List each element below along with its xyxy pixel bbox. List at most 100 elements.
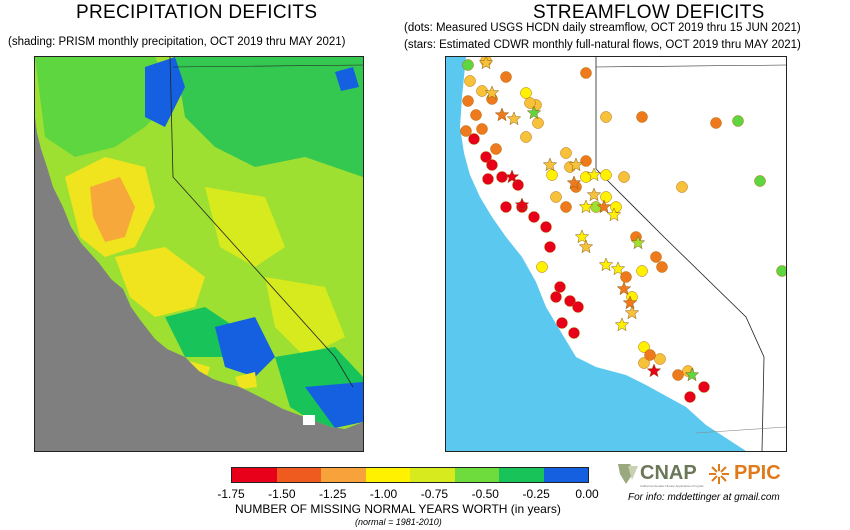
cdwr-star — [624, 305, 640, 320]
streamflow-dot — [550, 291, 562, 303]
colorbar-segment — [321, 468, 366, 482]
colorbar-segment — [454, 468, 499, 482]
gauge-markers — [460, 57, 786, 403]
streamflow-dot — [544, 241, 556, 253]
cdwr-star — [566, 175, 582, 190]
streamflow-dot — [460, 125, 472, 137]
streamflow-dot — [600, 111, 612, 123]
state-border — [595, 57, 765, 451]
streamflow-dot — [636, 265, 648, 277]
left-map-subtitle: (shading: PRISM monthly precipitation, O… — [8, 36, 346, 48]
streamflow-deficit-map — [445, 56, 787, 452]
cdwr-star — [586, 187, 602, 202]
cdwr-star — [478, 57, 494, 70]
streamflow-dot — [520, 87, 532, 99]
cdwr-star — [630, 235, 646, 250]
streamflow-dot — [550, 191, 562, 203]
cdwr-star — [610, 261, 626, 276]
streamflow-dot — [532, 117, 544, 129]
land — [460, 57, 786, 451]
streamflow-dot — [500, 201, 512, 213]
streamflow-dot — [520, 131, 532, 143]
cdwr-star — [504, 169, 520, 184]
colorbar-tick-label: -1.00 — [369, 487, 398, 501]
streamflow-dot — [500, 71, 512, 83]
cdwr-star — [616, 281, 632, 296]
streamflow-dot — [580, 155, 592, 167]
streamflow-dot — [486, 159, 498, 171]
streamflow-dot — [490, 143, 502, 155]
colorbar-tick-label: -1.25 — [319, 487, 347, 501]
cdwr-star — [684, 367, 700, 382]
cdwr-star — [484, 85, 500, 100]
streamflow-dot — [684, 391, 696, 403]
streamflow-dot — [470, 109, 482, 121]
streamflow-dot — [636, 111, 648, 123]
colorbar-segment — [232, 468, 277, 482]
streamflow-dot — [496, 171, 508, 183]
colorbar-segment — [365, 468, 410, 482]
streamflow-dot — [618, 171, 630, 183]
colorbar-segment — [410, 468, 455, 482]
streamflow-dot — [560, 201, 572, 213]
ppic-logo-text: PPIC — [734, 462, 781, 484]
streamflow-dot — [476, 123, 488, 135]
cdwr-star — [596, 199, 612, 214]
streamflow-dot — [482, 173, 494, 185]
streamflow-dot — [600, 169, 612, 181]
cdwr-star — [542, 157, 558, 172]
colorbar-note: (normal = 1981-2010) — [355, 517, 442, 527]
cdwr-star — [574, 229, 590, 244]
streamflow-dot — [610, 201, 622, 213]
streamflow-dot — [644, 349, 656, 361]
streamflow-dot — [580, 67, 592, 79]
cdwr-star — [578, 239, 594, 254]
streamflow-dot — [464, 75, 476, 87]
ppic-logo-mark — [709, 464, 729, 484]
colorbar-tick-label: -0.50 — [471, 487, 499, 501]
streamflow-dot — [568, 327, 580, 339]
cdwr-star — [526, 105, 542, 120]
streamflow-dot — [654, 353, 666, 365]
streamflow-dot — [528, 211, 540, 223]
cdwr-star — [494, 107, 510, 122]
cdwr-star — [586, 167, 602, 182]
streamflow-dot — [620, 271, 632, 283]
streamflow-dot — [776, 265, 786, 277]
streamflow-dot — [556, 317, 568, 329]
streamflow-dot — [546, 169, 558, 181]
streamflow-dot — [462, 59, 474, 71]
streamflow-dot — [672, 369, 684, 381]
cdwr-star — [622, 295, 638, 310]
white-patch — [303, 415, 315, 425]
colorbar-tick-label: -1.75 — [217, 487, 245, 501]
streamflow-dot — [462, 95, 474, 107]
streamflow-dot — [600, 191, 612, 203]
colorbar-segment — [276, 468, 321, 482]
right-map-subtitle-dots: (dots: Measured USGS HCDN daily streamfl… — [404, 22, 801, 34]
colorbar-segment — [543, 468, 588, 482]
streamflow-dot — [732, 115, 744, 127]
right-map-subtitle-stars: (stars: Estimated CDWR monthly full-natu… — [404, 39, 801, 51]
cdwr-star — [614, 317, 630, 332]
streamflow-dot — [638, 357, 650, 369]
precipitation-deficit-map — [34, 56, 364, 452]
cnap-logo-mark — [618, 464, 638, 484]
streamflow-dot — [656, 261, 668, 273]
contact-info: For info: mddettinger at gmail.com — [628, 492, 780, 503]
cdwr-star — [646, 363, 662, 378]
colorbar-label: NUMBER OF MISSING NORMAL YEARS WORTH (in… — [235, 502, 561, 516]
streamflow-dot — [480, 151, 492, 163]
streamflow-dot — [572, 301, 584, 313]
precipitation-map-svg — [35, 57, 363, 451]
colorbar — [231, 467, 589, 483]
streamflow-dot — [638, 341, 650, 353]
left-map-title: PRECIPITATION DEFICITS — [76, 2, 318, 23]
cdwr-star — [506, 111, 522, 126]
colorbar-segment — [499, 468, 544, 482]
colorbar-tick-label: -1.50 — [268, 487, 296, 501]
streamflow-dot — [554, 281, 566, 293]
streamflow-map-svg — [446, 57, 786, 451]
cdwr-star — [568, 157, 584, 172]
colorbar-tick-label: -0.75 — [420, 487, 449, 501]
